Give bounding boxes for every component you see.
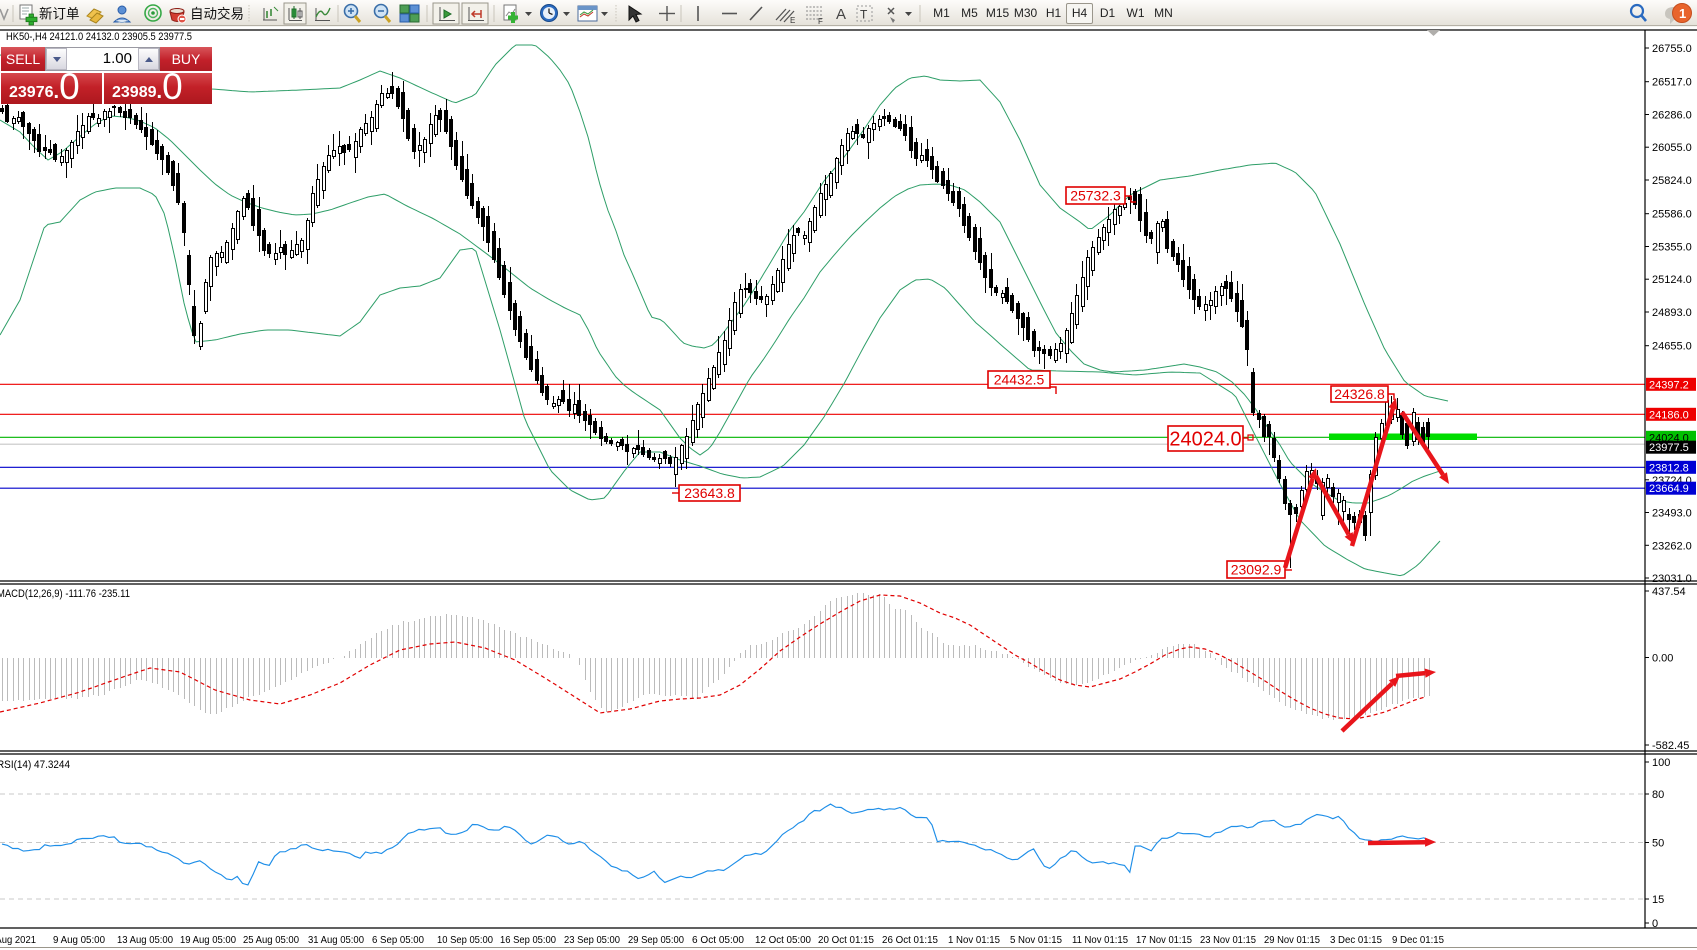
svg-text:3 Dec 01:15: 3 Dec 01:15 <box>1330 934 1382 946</box>
svg-text:24326.8: 24326.8 <box>1334 386 1385 402</box>
svg-text:29 Nov 01:15: 29 Nov 01:15 <box>1264 934 1320 946</box>
svg-text:25824.0: 25824.0 <box>1652 175 1692 187</box>
svg-text:F: F <box>818 17 823 26</box>
svg-text:23493.0: 23493.0 <box>1652 508 1692 520</box>
svg-text:24893.0: 24893.0 <box>1652 307 1692 319</box>
svg-text:15: 15 <box>1652 894 1664 906</box>
svg-text:23 Sep 05:00: 23 Sep 05:00 <box>564 934 620 946</box>
svg-text:80: 80 <box>1652 789 1664 801</box>
svg-text:0: 0 <box>1652 918 1658 930</box>
svg-text:31 Aug 05:00: 31 Aug 05:00 <box>308 934 364 946</box>
svg-text:29 Sep 05:00: 29 Sep 05:00 <box>628 934 684 946</box>
svg-text:50: 50 <box>1652 838 1664 850</box>
svg-text:10 Sep 05:00: 10 Sep 05:00 <box>437 934 493 946</box>
svg-text:T: T <box>860 8 868 22</box>
svg-text:5 Aug 2021: 5 Aug 2021 <box>0 934 36 946</box>
svg-text:24024.0: 24024.0 <box>1169 429 1241 451</box>
svg-text:6 Oct 05:00: 6 Oct 05:00 <box>692 934 744 946</box>
svg-text:19 Aug 05:00: 19 Aug 05:00 <box>180 934 236 946</box>
svg-text:20 Oct 01:15: 20 Oct 01:15 <box>818 934 874 946</box>
svg-text:1 Nov 01:15: 1 Nov 01:15 <box>948 934 1000 946</box>
svg-text:23031.0: 23031.0 <box>1652 573 1692 585</box>
svg-text:24397.2: 24397.2 <box>1649 379 1689 391</box>
svg-text:25732.3: 25732.3 <box>1070 188 1121 204</box>
svg-text:11 Nov 01:15: 11 Nov 01:15 <box>1072 934 1128 946</box>
svg-text:437.54: 437.54 <box>1652 586 1686 598</box>
svg-text:A: A <box>836 6 846 23</box>
svg-text:25355.0: 25355.0 <box>1652 242 1692 254</box>
svg-text:16 Sep 05:00: 16 Sep 05:00 <box>500 934 556 946</box>
svg-text:23092.9: 23092.9 <box>1231 562 1282 578</box>
svg-text:0.00: 0.00 <box>1652 653 1673 665</box>
svg-text:RSI(14) 47.3244: RSI(14) 47.3244 <box>0 759 70 771</box>
svg-text:E: E <box>790 16 795 25</box>
svg-text:5 Nov 01:15: 5 Nov 01:15 <box>1010 934 1062 946</box>
svg-text:23 Nov 01:15: 23 Nov 01:15 <box>1200 934 1256 946</box>
svg-text:26 Oct 01:15: 26 Oct 01:15 <box>882 934 938 946</box>
svg-text:新订单: 新订单 <box>39 7 80 22</box>
svg-text:25586.0: 25586.0 <box>1652 209 1692 221</box>
svg-text:26755.0: 26755.0 <box>1652 43 1692 55</box>
svg-text:HK50-,H4 24121.0 24132.0 2390: HK50-,H4 24121.0 24132.0 23905.5 23977.5 <box>6 31 192 43</box>
svg-text:23643.8: 23643.8 <box>684 485 735 501</box>
svg-text:-582.45: -582.45 <box>1652 740 1689 752</box>
svg-text:6 Sep 05:00: 6 Sep 05:00 <box>372 934 424 946</box>
svg-text:17 Nov 01:15: 17 Nov 01:15 <box>1136 934 1192 946</box>
svg-text:100: 100 <box>1652 757 1670 769</box>
svg-text:23262.0: 23262.0 <box>1652 540 1692 552</box>
svg-text:25124.0: 25124.0 <box>1652 274 1692 286</box>
svg-text:23664.9: 23664.9 <box>1649 483 1689 495</box>
svg-text:23812.8: 23812.8 <box>1649 462 1689 474</box>
svg-text:自动交易: 自动交易 <box>190 6 244 22</box>
svg-text:26517.0: 26517.0 <box>1652 77 1692 89</box>
svg-text:24432.5: 24432.5 <box>994 372 1045 388</box>
svg-text:23977.5: 23977.5 <box>1649 442 1689 454</box>
svg-text:12 Oct 05:00: 12 Oct 05:00 <box>755 934 811 946</box>
svg-text:26055.0: 26055.0 <box>1652 142 1692 154</box>
svg-text:26286.0: 26286.0 <box>1652 110 1692 122</box>
svg-text:1: 1 <box>1679 6 1686 21</box>
svg-text:24186.0: 24186.0 <box>1649 409 1689 421</box>
svg-text:MACD(12,26,9) -111.76 -235.11: MACD(12,26,9) -111.76 -235.11 <box>0 588 130 600</box>
svg-text:25 Aug 05:00: 25 Aug 05:00 <box>243 934 299 946</box>
svg-text:24655.0: 24655.0 <box>1652 341 1692 353</box>
svg-text:9 Aug 05:00: 9 Aug 05:00 <box>53 934 105 946</box>
svg-text:13 Aug 05:00: 13 Aug 05:00 <box>117 934 173 946</box>
svg-text:9 Dec 01:15: 9 Dec 01:15 <box>1392 934 1444 946</box>
